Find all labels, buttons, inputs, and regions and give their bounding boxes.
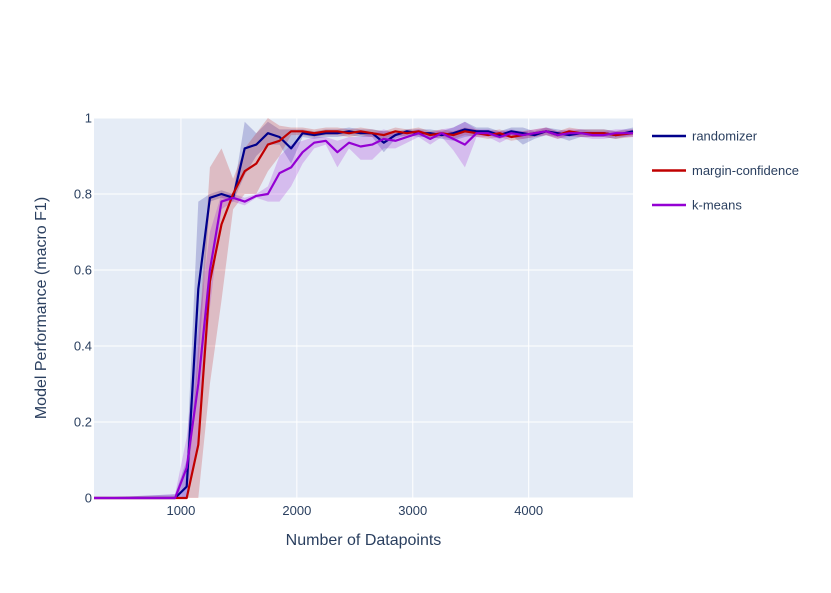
y-tick-label: 0.2 <box>74 415 92 430</box>
confidence-bands <box>94 118 633 499</box>
legend-item-randomizer[interactable]: randomizer <box>652 129 758 144</box>
y-axis-title: Model Performance (macro F1) <box>33 197 50 419</box>
margin-confidence-band <box>94 118 633 498</box>
randomizer-band <box>94 121 633 499</box>
y-tick-label: 0.6 <box>74 263 92 278</box>
tick-labels: 1000 2000 3000 4000 0 0.2 0.4 0.6 0.8 1 <box>74 111 543 519</box>
k-means-line <box>94 130 633 500</box>
x-axis-title: Number of Datapoints <box>286 532 442 549</box>
legend-label: randomizer <box>692 129 758 144</box>
series-lines <box>94 128 634 500</box>
legend-item-margin-confidence[interactable]: margin-confidence <box>652 163 799 178</box>
legend-label: k-means <box>692 198 742 213</box>
plot-area <box>94 118 633 498</box>
legend[interactable]: randomizer margin-confidence k-means <box>652 129 799 213</box>
legend-item-k-means[interactable]: k-means <box>652 198 742 213</box>
legend-label: margin-confidence <box>692 163 799 178</box>
x-tick-label: 2000 <box>282 503 311 518</box>
x-tick-label: 3000 <box>398 503 427 518</box>
y-tick-label: 0.8 <box>74 187 92 202</box>
k-means-band <box>94 121 633 499</box>
x-tick-label: 1000 <box>166 503 195 518</box>
x-tick-label: 4000 <box>514 503 543 518</box>
y-tick-label: 0.4 <box>74 339 92 354</box>
y-tick-label: 0 <box>85 491 92 506</box>
y-tick-label: 1 <box>85 111 92 126</box>
